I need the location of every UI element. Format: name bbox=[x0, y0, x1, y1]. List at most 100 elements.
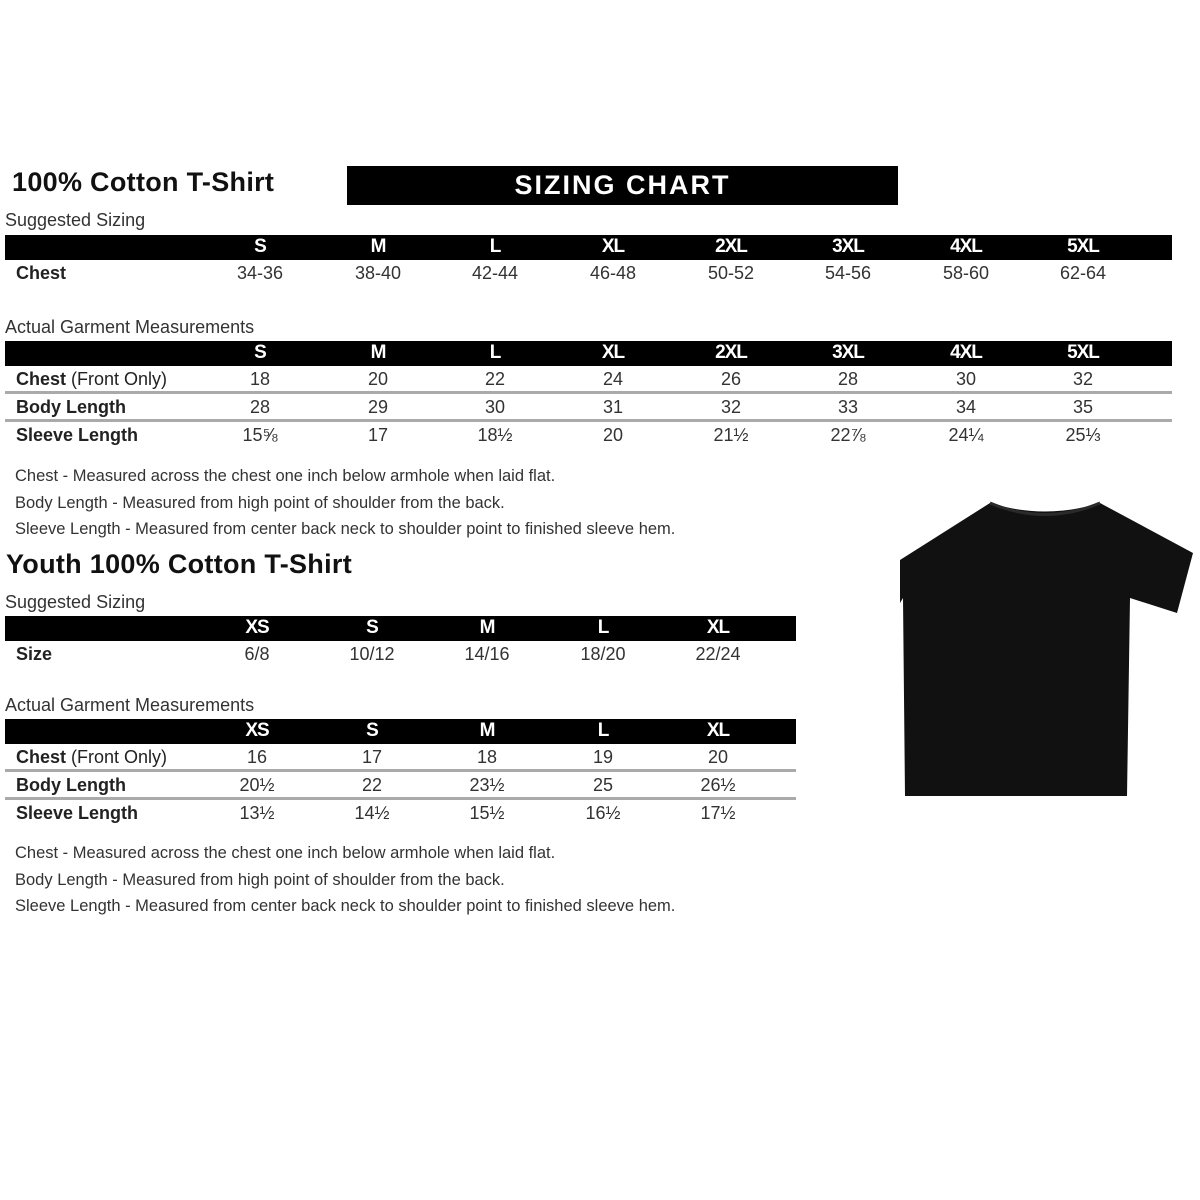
size-header-s: S bbox=[254, 236, 267, 257]
row-label: Size bbox=[16, 644, 52, 665]
table-cell: 14½ bbox=[354, 803, 390, 823]
row-label: Body Length bbox=[16, 775, 126, 796]
size-header-row: XS S M L XL bbox=[5, 719, 796, 744]
table-cell: 23½ bbox=[469, 775, 505, 795]
table-cell: 32 bbox=[720, 397, 742, 417]
table-cell: 30 bbox=[484, 397, 506, 417]
table-cell: 18½ bbox=[477, 425, 513, 445]
table-row: Chest (Front Only) 18 20 22 24 26 28 30 32 bbox=[5, 366, 1172, 394]
row-label-text: Size bbox=[16, 644, 53, 664]
size-header-2xl: 2XL bbox=[715, 236, 748, 257]
measurement-note: Body Length - Measured from high point o… bbox=[15, 870, 505, 889]
table-cell: 58-60 bbox=[942, 263, 990, 283]
size-header-2xl: 2XL bbox=[715, 342, 748, 363]
table-cell: 22⅞ bbox=[830, 425, 866, 445]
table-cell: 30 bbox=[955, 369, 977, 389]
table-cell: 13½ bbox=[239, 803, 275, 823]
table-cell: 24¼ bbox=[948, 425, 984, 445]
suggested-sizing-label: Suggested Sizing bbox=[5, 592, 146, 612]
row-label-text: Chest bbox=[16, 369, 67, 389]
table-row: Chest (Front Only) 16 17 18 19 20 bbox=[5, 744, 796, 772]
table-cell: 6/8 bbox=[244, 644, 270, 664]
size-header-m: M bbox=[370, 342, 387, 363]
measurement-note: Body Length - Measured from high point o… bbox=[15, 493, 505, 512]
row-label-note: (Front Only) bbox=[71, 747, 168, 767]
table-cell: 34-36 bbox=[236, 263, 284, 283]
table-cell: 35 bbox=[1072, 397, 1094, 417]
row-label-note: (Front Only) bbox=[71, 369, 168, 389]
table-cell: 24 bbox=[602, 369, 624, 389]
size-header-xs: XS bbox=[245, 720, 269, 741]
table-cell: 10/12 bbox=[349, 644, 395, 664]
size-header-4xl: 4XL bbox=[950, 236, 983, 257]
size-header-l: L bbox=[597, 617, 610, 638]
table-row: Sleeve Length 15⅝ 17 18½ 20 21½ 22⅞ 24¼ 25⅓ bbox=[5, 422, 1172, 447]
size-header-row: S M L XL 2XL 3XL 4XL 5XL bbox=[5, 341, 1172, 366]
size-header-m: M bbox=[479, 720, 496, 741]
table-cell: 17 bbox=[367, 425, 389, 445]
row-label: Sleeve Length bbox=[16, 803, 138, 824]
table-cell: 31 bbox=[602, 397, 624, 417]
table-cell: 22 bbox=[484, 369, 506, 389]
size-header-row: XS S M L XL bbox=[5, 616, 796, 641]
table-cell: 15⅝ bbox=[242, 425, 278, 445]
row-label-text: Chest bbox=[16, 747, 67, 767]
table-row: Chest 34-36 38-40 42-44 46-48 50-52 54-56 58-60… bbox=[5, 260, 1172, 285]
measurement-note: Sleeve Length - Measured from center bac… bbox=[15, 520, 676, 538]
table-cell: 62-64 bbox=[1059, 263, 1107, 283]
table-row: Body Length 20½ 22 23½ 25 26½ bbox=[5, 772, 796, 800]
table-cell: 15½ bbox=[469, 803, 505, 823]
table-cell: 34 bbox=[955, 397, 977, 417]
table-cell: 16½ bbox=[585, 803, 621, 823]
table-cell: 22/24 bbox=[695, 644, 741, 664]
size-header-row: S M L XL 2XL 3XL 4XL 5XL bbox=[5, 235, 1172, 260]
size-header-m: M bbox=[479, 617, 496, 638]
row-label: Sleeve Length bbox=[16, 425, 138, 446]
table-cell: 26 bbox=[720, 369, 742, 389]
size-header-l: L bbox=[489, 236, 502, 257]
size-header-xl: XL bbox=[601, 342, 625, 363]
size-header-5xl: 5XL bbox=[1067, 342, 1100, 363]
measurement-note: Chest - Measured across the chest one in… bbox=[15, 467, 556, 485]
row-label-text: Chest bbox=[16, 263, 67, 283]
row-label-text: Sleeve Length bbox=[16, 803, 139, 823]
table-cell: 22 bbox=[361, 775, 383, 795]
row-label-text: Sleeve Length bbox=[16, 425, 139, 445]
row-label: Chest bbox=[16, 263, 66, 284]
row-label: Chest (Front Only) bbox=[16, 747, 167, 768]
table-cell: 42-44 bbox=[471, 263, 519, 283]
table-cell: 28 bbox=[837, 369, 859, 389]
table-cell: 17½ bbox=[700, 803, 736, 823]
table-cell: 20½ bbox=[239, 775, 275, 795]
row-label: Chest (Front Only) bbox=[16, 369, 167, 390]
size-header-s: S bbox=[366, 720, 379, 741]
measurement-note: Chest - Measured across the chest one in… bbox=[15, 844, 556, 862]
table-cell: 20 bbox=[367, 369, 389, 389]
sizing-chart-banner: SIZING CHART bbox=[347, 166, 898, 205]
table-cell: 38-40 bbox=[354, 263, 402, 283]
table-cell: 18 bbox=[249, 369, 271, 389]
tshirt-image bbox=[900, 501, 1193, 796]
row-label-text: Body Length bbox=[16, 397, 126, 417]
suggested-sizing-label: Suggested Sizing bbox=[5, 210, 146, 230]
table-cell: 54-56 bbox=[824, 263, 872, 283]
table-cell: 14/16 bbox=[464, 644, 510, 664]
table-cell: 25⅓ bbox=[1065, 425, 1101, 445]
table-cell: 18 bbox=[476, 747, 498, 767]
table-row: Size 6/8 10/12 14/16 18/20 22/24 bbox=[5, 641, 796, 666]
table-row: Body Length 28 29 30 31 32 33 34 35 bbox=[5, 394, 1172, 422]
actual-measurements-label: Actual Garment Measurements bbox=[5, 317, 255, 337]
size-header-s: S bbox=[254, 342, 267, 363]
size-header-xl: XL bbox=[706, 617, 730, 638]
size-header-l: L bbox=[489, 342, 502, 363]
size-header-3xl: 3XL bbox=[832, 342, 865, 363]
table-cell: 18/20 bbox=[580, 644, 626, 664]
size-header-m: M bbox=[370, 236, 387, 257]
size-header-xl: XL bbox=[601, 236, 625, 257]
table-cell: 21½ bbox=[713, 425, 749, 445]
size-header-4xl: 4XL bbox=[950, 342, 983, 363]
table-cell: 33 bbox=[837, 397, 859, 417]
size-header-xs: XS bbox=[245, 617, 269, 638]
measurement-note: Sleeve Length - Measured from center bac… bbox=[15, 897, 676, 915]
